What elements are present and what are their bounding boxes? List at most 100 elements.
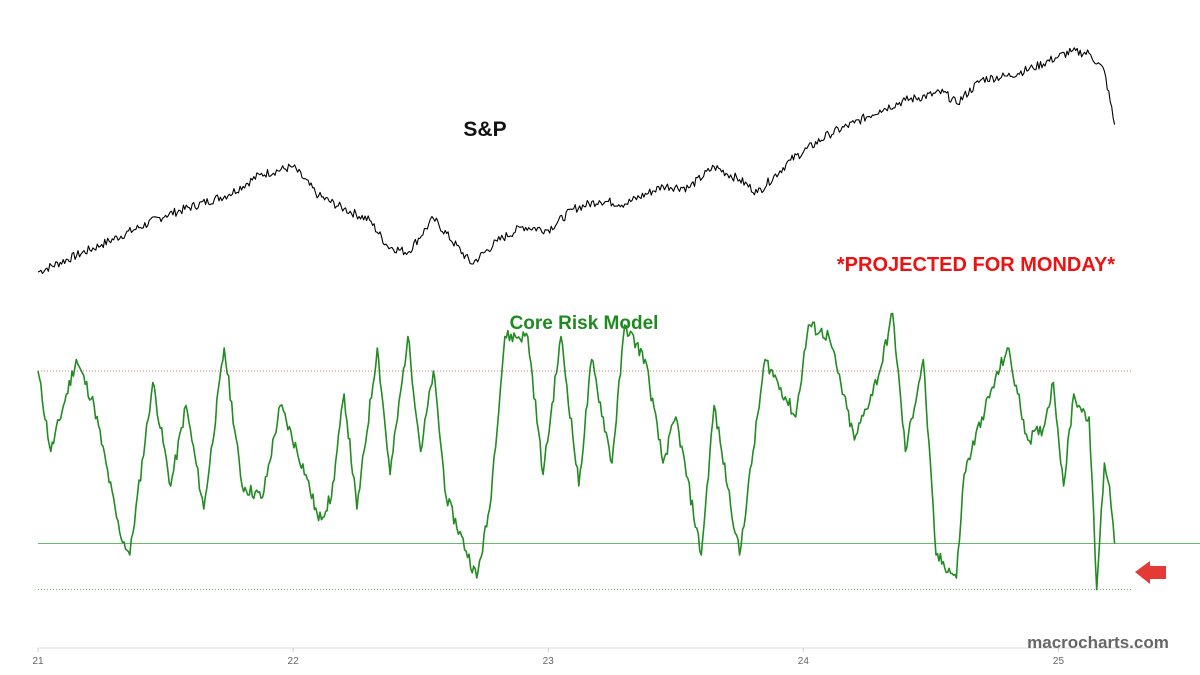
- sp-line-point: [904, 99, 906, 101]
- risk-line-point: [1027, 439, 1029, 441]
- risk-line-point: [981, 416, 983, 418]
- sp-line-point: [1103, 70, 1105, 72]
- sp-line-point: [407, 252, 409, 254]
- risk-line: [37, 312, 1116, 591]
- sp-line: [37, 47, 1116, 275]
- risk-line-point: [935, 554, 937, 556]
- sp-line-point: [343, 208, 345, 210]
- sp-line-point: [688, 187, 690, 189]
- risk-line-point: [644, 359, 646, 361]
- x-tick-label: 22: [288, 656, 300, 667]
- risk-line-point: [93, 405, 95, 407]
- risk-line-point: [1109, 485, 1111, 487]
- sp-series: [37, 47, 1116, 275]
- sp-line-point: [165, 214, 167, 216]
- x-tick-label: 23: [543, 656, 555, 667]
- risk-line-point: [892, 313, 894, 315]
- sp-line-point: [956, 103, 958, 105]
- sp-line-point: [853, 122, 855, 124]
- risk-line-point: [578, 485, 580, 487]
- risk-line-point: [700, 554, 702, 556]
- risk-line-point: [560, 336, 562, 338]
- sp-line-point: [101, 244, 103, 246]
- sp-line-point: [259, 174, 261, 176]
- sp-line-point: [318, 195, 320, 197]
- sp-line-point: [292, 166, 294, 168]
- risk-line-point: [476, 577, 478, 579]
- risk-line-point: [305, 474, 307, 476]
- risk-line-point: [662, 462, 664, 464]
- sp-title: S&P: [463, 118, 506, 141]
- risk-line-point: [37, 370, 39, 372]
- risk-line-point: [63, 405, 65, 407]
- risk-line-point: [152, 382, 154, 384]
- sp-line-point: [790, 159, 792, 161]
- risk-line-point: [1007, 347, 1009, 349]
- reference-lines: [38, 370, 1200, 590]
- risk-line-point: [527, 336, 529, 338]
- sp-line-point: [624, 203, 626, 205]
- risk-line-point: [777, 382, 779, 384]
- sp-line-point: [828, 133, 830, 135]
- x-tick-label: 25: [1053, 656, 1065, 667]
- source-label: macrocharts.com: [1027, 633, 1169, 652]
- sp-line-point: [471, 263, 473, 265]
- risk-line-point: [389, 474, 391, 476]
- risk-line-point: [504, 336, 506, 338]
- risk-line-point: [1052, 382, 1054, 384]
- sp-line-point: [37, 271, 39, 273]
- sp-line-point: [943, 91, 945, 93]
- risk-line-point: [489, 508, 491, 510]
- risk-line-point: [963, 474, 965, 476]
- risk-line-point: [203, 508, 205, 510]
- risk-line-point: [764, 359, 766, 361]
- sp-line-point: [739, 179, 741, 181]
- sp-line-point: [573, 208, 575, 210]
- risk-line-point: [241, 485, 243, 487]
- risk-line-point: [879, 370, 881, 372]
- sp-line-point: [598, 200, 600, 202]
- risk-line-point: [956, 577, 958, 579]
- risk-line-point: [356, 508, 358, 510]
- core-risk-series: [37, 312, 1116, 591]
- sp-line-point: [496, 240, 498, 242]
- sp-line-point: [1088, 52, 1090, 54]
- risk-line-point: [262, 497, 264, 499]
- risk-line-point: [433, 370, 435, 372]
- risk-line-point: [1042, 428, 1044, 430]
- risk-line-point: [795, 416, 797, 418]
- risk-line-point: [904, 451, 906, 453]
- risk-line-point: [828, 336, 830, 338]
- risk-line-point: [1114, 543, 1116, 545]
- risk-line-point: [611, 462, 613, 464]
- sp-line-point: [387, 245, 389, 247]
- risk-line-point: [853, 439, 855, 441]
- risk-line-point: [922, 359, 924, 361]
- sp-line-point: [757, 192, 759, 194]
- risk-model-title: Core Risk Model: [510, 313, 659, 334]
- risk-line-point: [721, 451, 723, 453]
- risk-line-point: [75, 359, 77, 361]
- risk-line-point: [1078, 405, 1080, 407]
- sp-line-point: [228, 193, 230, 195]
- risk-line-point: [170, 485, 172, 487]
- risk-line-point: [279, 405, 281, 407]
- risk-line-point: [376, 347, 378, 349]
- sp-line-point: [369, 219, 371, 221]
- risk-line-point: [739, 554, 741, 556]
- x-tick-label: 24: [798, 656, 810, 667]
- x-axis: 21 22 23 24 25: [32, 647, 1160, 667]
- sp-line-point: [1007, 75, 1009, 77]
- risk-line-point: [129, 554, 131, 556]
- risk-line-point: [713, 405, 715, 407]
- risk-line-point: [343, 393, 345, 395]
- sp-line-point: [547, 229, 549, 231]
- sp-line-point: [1070, 51, 1072, 53]
- sp-line-point: [433, 218, 435, 220]
- risk-line-point: [808, 324, 810, 326]
- risk-line-point: [407, 336, 409, 338]
- risk-line-point: [445, 497, 447, 499]
- sp-line-point: [1058, 56, 1060, 58]
- sp-line-point: [522, 226, 524, 228]
- risk-line-point: [542, 474, 544, 476]
